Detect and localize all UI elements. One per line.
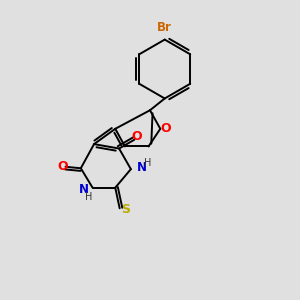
Text: O: O — [131, 130, 142, 143]
Text: Br: Br — [157, 21, 172, 34]
Text: H: H — [85, 192, 93, 202]
Text: N: N — [79, 183, 89, 196]
Text: H: H — [144, 158, 152, 168]
Text: O: O — [57, 160, 68, 173]
Text: N: N — [137, 161, 147, 174]
Text: O: O — [160, 122, 171, 135]
Text: S: S — [121, 203, 130, 216]
